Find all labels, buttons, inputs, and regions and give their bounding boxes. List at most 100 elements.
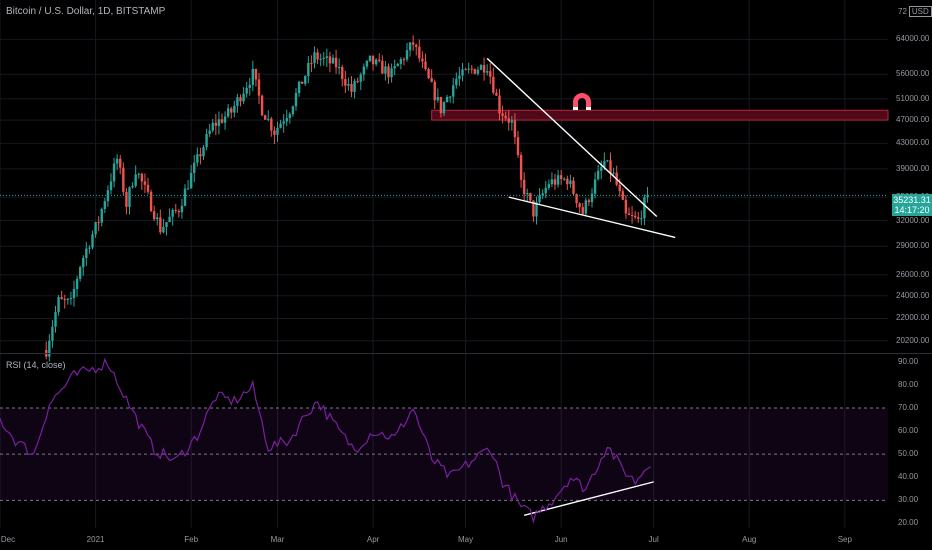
time-tick-label: Dec [0, 535, 16, 544]
candle-body [103, 201, 107, 210]
candle-body [538, 195, 541, 203]
candle-body [371, 55, 375, 65]
candle-body [519, 155, 523, 180]
candle-body [498, 95, 501, 114]
candle-body [48, 340, 51, 357]
price-tick-label: 43000.00 [896, 138, 930, 148]
candle-body [378, 59, 381, 61]
candle-body [362, 66, 366, 75]
candle-body [399, 59, 403, 64]
candle-body [115, 158, 119, 164]
candle-body [171, 209, 174, 217]
time-tick-label: Sep [837, 535, 852, 544]
rsi-title[interactable]: RSI (14, close) [6, 360, 66, 370]
symbol-title[interactable]: Bitcoin / U.S. Dollar, 1D, BITSTAMP [6, 6, 166, 17]
candle-body [260, 95, 264, 116]
candle-body [575, 193, 578, 204]
candle-body [421, 58, 424, 62]
candle-body [223, 116, 227, 123]
candle-body [134, 174, 137, 186]
candle-body [578, 203, 581, 208]
price-tick-label: 47000.00 [896, 115, 930, 125]
magnet-icon [573, 93, 591, 110]
candle-body [341, 67, 344, 80]
price-tick-label: 56000.00 [896, 69, 930, 79]
candle-body [529, 193, 532, 201]
candle-body [390, 68, 393, 78]
candle-body [473, 69, 477, 74]
price-tick-label: 51000.00 [896, 93, 930, 103]
candle-body [313, 52, 316, 64]
candle-body [162, 227, 165, 233]
candle-body [381, 60, 384, 74]
candle-body [297, 81, 301, 94]
candle-body [387, 66, 390, 78]
candle-body [442, 102, 446, 114]
magnet-tip-right [586, 107, 591, 110]
candle-body [633, 215, 637, 218]
candle-body [405, 50, 409, 60]
candle-body [128, 187, 131, 207]
pane-divider[interactable] [0, 353, 932, 354]
candle-body [199, 154, 202, 157]
currency-prefix: 72 [898, 7, 907, 16]
candle-body [374, 59, 378, 65]
candle-body [476, 69, 480, 74]
candle-body [122, 167, 125, 192]
candle-body [294, 93, 298, 107]
candle-body [57, 297, 60, 313]
rsi-tick-label: 50.00 [898, 449, 919, 459]
candle-body [452, 85, 455, 97]
rsi-tick-label: 90.00 [898, 356, 919, 366]
candle-body [581, 207, 584, 214]
candle-body [526, 193, 529, 195]
candle-body [72, 288, 76, 298]
price-tick-label: 22000.00 [896, 313, 930, 323]
candle-body [319, 58, 322, 60]
candle-body [220, 119, 224, 123]
candle-body [251, 68, 255, 85]
candle-body [350, 83, 353, 92]
time-tick-label: Mar [270, 535, 285, 544]
candle-body [196, 154, 199, 163]
candle-body [183, 188, 187, 206]
candle-body [143, 181, 147, 185]
magnet-tip-left [573, 107, 578, 110]
time-tick-label: Apr [366, 535, 380, 544]
candle-body [624, 199, 628, 214]
candle-body [248, 84, 251, 88]
candle-body [75, 278, 79, 289]
candle-body [304, 76, 307, 84]
price-tick-label: 29000.00 [896, 241, 930, 251]
currency-label[interactable]: 72 USD [898, 6, 932, 17]
candle-body [559, 175, 563, 179]
rsi-tick-label: 30.00 [898, 495, 919, 505]
candle-body [458, 75, 461, 79]
candle-body [85, 248, 88, 258]
candle-body [146, 184, 150, 192]
candle-body [353, 81, 356, 92]
last-price-tag: 35231.31 14:17:20 [892, 194, 932, 216]
candle-body [211, 122, 214, 131]
candle-body [94, 222, 97, 235]
resistance-zone [431, 109, 889, 121]
candle-body [245, 87, 248, 94]
magnet-shape [573, 93, 591, 110]
candle-body [439, 97, 443, 114]
candle-body [501, 113, 504, 116]
rsi-series [0, 357, 651, 524]
candle-body [467, 68, 470, 70]
candle-body [646, 195, 649, 198]
candle-body [51, 326, 54, 341]
candle-body [590, 193, 594, 203]
candle-body [643, 197, 646, 219]
candle-body [257, 79, 261, 96]
candle-body [100, 209, 103, 223]
candle-body [205, 133, 208, 148]
candle-body [226, 108, 230, 117]
candle-body [82, 257, 85, 268]
currency-badge: USD [908, 6, 932, 17]
candle-body [411, 42, 415, 45]
candle-body [276, 127, 279, 135]
